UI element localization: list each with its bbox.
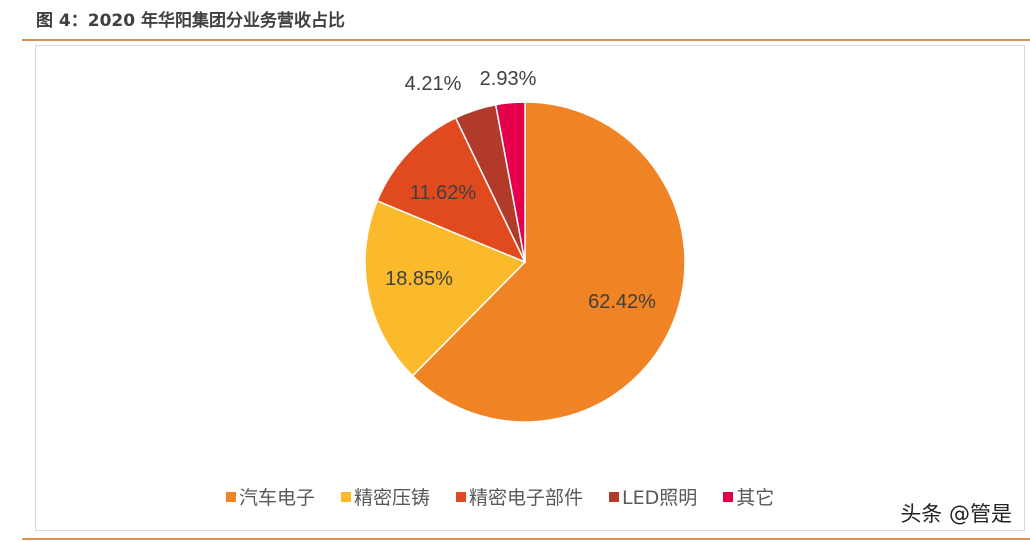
data-label: 18.85% (385, 268, 453, 290)
data-label: 2.93% (480, 68, 537, 90)
legend: 汽车电子 精密压铸 精密电子部件 LED照明 其它 (226, 483, 774, 510)
legend-item: 精密电子部件 (456, 483, 583, 510)
legend-swatch (341, 491, 352, 502)
data-label: 62.42% (588, 291, 656, 313)
legend-swatch (226, 491, 236, 502)
legend-swatch (723, 491, 734, 502)
legend-item: 其它 (723, 483, 774, 510)
legend-label: 精密电子部件 (469, 487, 584, 509)
bottom-rule (22, 538, 1030, 540)
legend-swatch (609, 491, 620, 502)
pie-slice-2 (376, 116, 527, 264)
legend-item: 精密压铸 (341, 483, 430, 510)
watermark: 头条 @管是 (900, 502, 1012, 526)
legend-label: 汽车电子 (239, 487, 316, 509)
legend-item: LED照明 (609, 483, 697, 510)
legend-label: 其它 (736, 487, 775, 509)
top-rule (22, 39, 1030, 41)
chart-frame (35, 45, 1025, 531)
figure-title: 图 4：2020 年华阳集团分业务营收占比 (36, 11, 345, 31)
pie-slice-0 (411, 101, 686, 423)
legend-item: 汽车电子 (226, 483, 315, 510)
pie-slice-1 (364, 199, 527, 377)
legend-label: LED照明 (622, 487, 698, 509)
legend-swatch (456, 491, 467, 502)
data-label: 11.62% (410, 182, 477, 204)
legend-label: 精密压铸 (354, 487, 431, 509)
pie-slice-4 (494, 101, 526, 263)
data-label: 4.21% (405, 73, 462, 95)
